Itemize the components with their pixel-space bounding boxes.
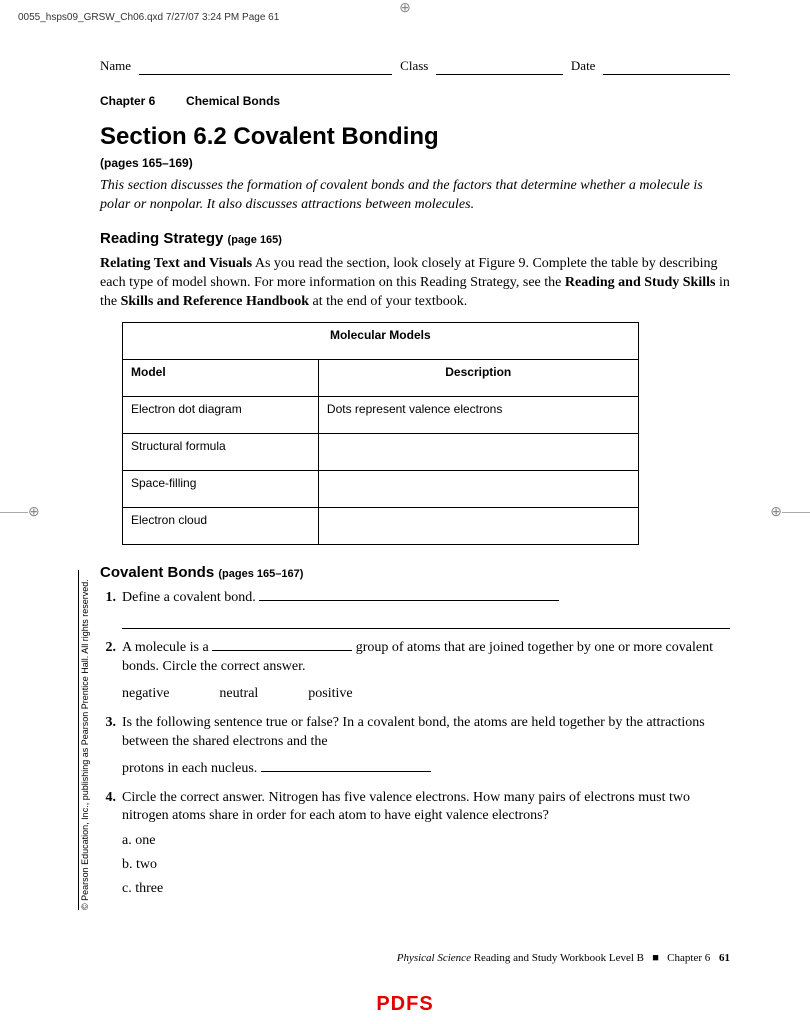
q3-text: Is the following sentence true or false?… bbox=[122, 715, 705, 749]
section-pages: (pages 165–169) bbox=[100, 155, 730, 171]
footer-sep: ■ bbox=[652, 952, 659, 964]
footer-pagenum: 61 bbox=[719, 952, 730, 964]
table-col1: Model bbox=[123, 360, 319, 397]
reading-strategy-heading: Reading Strategy (page 165) bbox=[100, 229, 730, 249]
q1-blank[interactable] bbox=[259, 600, 559, 601]
q2-choices: negative neutral positive bbox=[122, 685, 730, 704]
crop-mark-left: ⊕ bbox=[28, 504, 40, 521]
chapter-line: Chapter 6 Chemical Bonds bbox=[100, 93, 730, 109]
cov-page: (pages 165–167) bbox=[218, 568, 303, 580]
q3-text2: protons in each nucleus. bbox=[122, 761, 257, 776]
rs-head-text: Reading Strategy bbox=[100, 230, 223, 247]
q3-blank[interactable] bbox=[261, 771, 431, 772]
cell[interactable] bbox=[318, 471, 638, 508]
footer-reg: Reading and Study Workbook Level B bbox=[471, 952, 644, 964]
table-row: Space-filling bbox=[123, 471, 639, 508]
section-title: Section 6.2 Covalent Bonding bbox=[100, 121, 730, 153]
name-label: Name bbox=[100, 57, 131, 75]
crop-line-right bbox=[782, 512, 810, 513]
rs-b2: Reading and Study Skills bbox=[565, 275, 716, 290]
question-2: 2. A molecule is a group of atoms that a… bbox=[100, 639, 730, 704]
reading-strategy-para: Relating Text and Visuals As you read th… bbox=[100, 255, 730, 312]
table-col2: Description bbox=[318, 360, 638, 397]
q1-num: 1. bbox=[100, 589, 116, 629]
page-footer: Physical Science Reading and Study Workb… bbox=[397, 952, 730, 964]
q2-pre: A molecule is a bbox=[122, 640, 212, 655]
cell[interactable]: Dots represent valence electrons bbox=[318, 397, 638, 434]
cell: Structural formula bbox=[123, 434, 319, 471]
name-blank[interactable] bbox=[139, 57, 392, 75]
q1-text: Define a covalent bond. bbox=[122, 590, 256, 605]
q2-opt-positive[interactable]: positive bbox=[308, 685, 352, 704]
date-label: Date bbox=[571, 57, 596, 75]
cell[interactable] bbox=[318, 508, 638, 545]
table-row: Structural formula bbox=[123, 434, 639, 471]
q4-opt-c[interactable]: c. three bbox=[122, 880, 730, 899]
question-4: 4. Circle the correct answer. Nitrogen h… bbox=[100, 789, 730, 904]
table-row: Electron cloud bbox=[123, 508, 639, 545]
cell[interactable] bbox=[318, 434, 638, 471]
question-3: 3. Is the following sentence true or fal… bbox=[100, 714, 730, 779]
q4-opt-b[interactable]: b. two bbox=[122, 856, 730, 875]
question-list: 1. Define a covalent bond. 2. A molecule… bbox=[100, 589, 730, 904]
footer-chap: Chapter 6 bbox=[667, 952, 710, 964]
cell: Space-filling bbox=[123, 471, 319, 508]
covalent-heading: Covalent Bonds (pages 165–167) bbox=[100, 563, 730, 583]
q4-opt-a[interactable]: a. one bbox=[122, 832, 730, 851]
q4-text: Circle the correct answer. Nitrogen has … bbox=[122, 790, 690, 824]
molecular-models-table: Molecular Models Model Description Elect… bbox=[122, 322, 639, 545]
date-blank[interactable] bbox=[603, 57, 730, 75]
table-row: Electron dot diagramDots represent valen… bbox=[123, 397, 639, 434]
crop-line-left bbox=[0, 512, 28, 513]
q2-opt-neutral[interactable]: neutral bbox=[219, 685, 258, 704]
chapter-title: Chemical Bonds bbox=[186, 94, 280, 108]
rs-page: (page 165) bbox=[228, 234, 282, 246]
class-blank[interactable] bbox=[436, 57, 563, 75]
copyright-text: © Pearson Education, Inc., publishing as… bbox=[78, 570, 90, 910]
section-intro: This section discusses the formation of … bbox=[100, 177, 730, 215]
q4-num: 4. bbox=[100, 789, 116, 904]
rs-t3: at the end of your textbook. bbox=[309, 294, 467, 309]
student-fields: Name Class Date bbox=[100, 57, 730, 75]
class-label: Class bbox=[400, 57, 428, 75]
rs-lead: Relating Text and Visuals bbox=[100, 256, 252, 271]
cell: Electron cloud bbox=[123, 508, 319, 545]
crop-mark-right: ⊕ bbox=[770, 504, 782, 521]
q4-options: a. one b. two c. three bbox=[122, 832, 730, 899]
q2-opt-negative[interactable]: negative bbox=[122, 685, 169, 704]
table-title: Molecular Models bbox=[123, 323, 639, 360]
cov-head: Covalent Bonds bbox=[100, 564, 214, 581]
crop-mark-top: ⊕ bbox=[399, 0, 411, 17]
q3-num: 3. bbox=[100, 714, 116, 779]
rs-b3: Skills and Reference Handbook bbox=[121, 294, 309, 309]
cell: Electron dot diagram bbox=[123, 397, 319, 434]
question-1: 1. Define a covalent bond. bbox=[100, 589, 730, 629]
pdfs-watermark: PDFS bbox=[376, 993, 433, 1016]
q2-num: 2. bbox=[100, 639, 116, 704]
page-content: Name Class Date Chapter 6 Chemical Bonds… bbox=[0, 27, 810, 924]
q2-blank[interactable] bbox=[212, 650, 352, 651]
q1-blank2[interactable] bbox=[122, 614, 730, 629]
footer-title: Physical Science bbox=[397, 952, 471, 964]
chapter-number: Chapter 6 bbox=[100, 94, 155, 108]
